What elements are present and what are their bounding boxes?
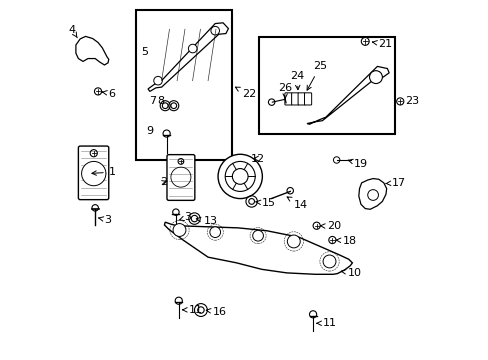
Circle shape — [80, 40, 86, 47]
Text: 16: 16 — [206, 307, 226, 317]
Text: 12: 12 — [250, 154, 264, 163]
Circle shape — [81, 161, 106, 186]
Circle shape — [173, 169, 188, 185]
Circle shape — [171, 167, 190, 187]
Circle shape — [173, 224, 185, 237]
Text: 2: 2 — [160, 177, 167, 187]
Polygon shape — [306, 66, 388, 124]
Circle shape — [323, 255, 335, 268]
Text: 13: 13 — [196, 216, 217, 226]
Text: 4: 4 — [69, 25, 77, 38]
Text: 10: 10 — [341, 268, 361, 278]
Circle shape — [225, 161, 255, 192]
Circle shape — [218, 154, 262, 199]
Polygon shape — [164, 222, 352, 274]
Polygon shape — [148, 23, 228, 91]
Text: 21: 21 — [372, 39, 392, 49]
Circle shape — [163, 130, 170, 137]
FancyBboxPatch shape — [298, 93, 305, 105]
FancyBboxPatch shape — [78, 146, 108, 200]
Text: 14: 14 — [286, 197, 307, 210]
Text: 7: 7 — [148, 96, 156, 107]
FancyBboxPatch shape — [285, 93, 291, 105]
Text: 5: 5 — [141, 47, 148, 57]
Circle shape — [287, 235, 300, 248]
Text: 20: 20 — [320, 221, 340, 231]
Text: 9: 9 — [145, 126, 153, 136]
Text: 17: 17 — [385, 178, 405, 188]
Circle shape — [209, 227, 220, 238]
Circle shape — [252, 230, 263, 241]
Text: 8: 8 — [157, 96, 164, 107]
Text: 3: 3 — [179, 212, 191, 222]
FancyBboxPatch shape — [166, 155, 194, 201]
Circle shape — [92, 204, 98, 211]
Text: 22: 22 — [235, 87, 255, 99]
Text: 6: 6 — [102, 89, 115, 99]
Text: 3: 3 — [99, 215, 111, 225]
Circle shape — [188, 44, 197, 53]
Polygon shape — [358, 179, 386, 209]
Bar — [258, 37, 394, 134]
Circle shape — [87, 167, 100, 180]
Circle shape — [369, 71, 382, 84]
Circle shape — [175, 297, 182, 304]
Text: 19: 19 — [347, 158, 367, 168]
Text: 18: 18 — [336, 236, 356, 246]
Circle shape — [210, 26, 219, 35]
Circle shape — [172, 209, 179, 215]
Text: 25: 25 — [306, 62, 326, 90]
Circle shape — [286, 188, 293, 194]
Circle shape — [153, 76, 162, 85]
Circle shape — [333, 157, 339, 163]
Circle shape — [232, 168, 247, 184]
Text: 23: 23 — [405, 96, 419, 107]
Text: 24: 24 — [290, 71, 304, 90]
FancyBboxPatch shape — [304, 93, 311, 105]
Circle shape — [309, 311, 316, 318]
Text: 15: 15 — [255, 198, 275, 208]
Text: 26: 26 — [278, 83, 292, 99]
Text: 11: 11 — [183, 305, 203, 315]
Polygon shape — [76, 36, 108, 65]
Text: 11: 11 — [316, 318, 336, 328]
Circle shape — [93, 46, 100, 53]
Bar — [135, 10, 231, 160]
Circle shape — [84, 164, 103, 183]
FancyBboxPatch shape — [291, 93, 298, 105]
Circle shape — [176, 172, 185, 182]
Text: 1: 1 — [92, 167, 116, 177]
Circle shape — [268, 99, 274, 105]
Circle shape — [367, 190, 378, 201]
